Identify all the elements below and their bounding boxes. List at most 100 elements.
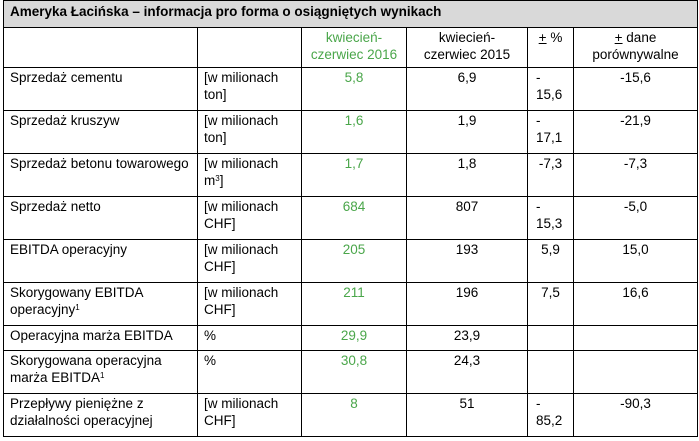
- table-row: EBITDA operacyjny [w milionach CHF] 205 193…: [3, 239, 698, 283]
- row-label: Przepływy pieniężne z działalności opera…: [3, 393, 198, 437]
- row-label: Sprzedaż netto: [3, 196, 198, 240]
- row-label: Sprzedaż kruszyw: [3, 110, 198, 154]
- row-comparable-change: [573, 325, 698, 351]
- row-previous-value: 23,9: [406, 325, 528, 351]
- row-previous-value: 196: [406, 282, 528, 326]
- row-current-value: 684: [301, 196, 407, 240]
- header-comp-sign: +: [614, 30, 623, 45]
- row-current-value: 29,9: [301, 325, 407, 351]
- pct-magnitude: 15,6: [536, 87, 563, 102]
- row-unit-text: [w milionach CHF]: [204, 199, 279, 231]
- row-previous-value: 1,9: [406, 110, 528, 154]
- minus-sign: -: [536, 70, 541, 85]
- table-title: Ameryka Łacińska – informacja pro forma …: [3, 0, 698, 28]
- row-current-value: 30,8: [301, 350, 407, 394]
- row-previous-value: 51: [406, 393, 528, 437]
- row-current-value: 8: [301, 393, 407, 437]
- row-unit: [w milionach CHF]: [197, 239, 302, 283]
- row-pct-change: -7,3: [527, 153, 574, 197]
- header-current-period: kwiecień-czerwiec 2016: [301, 27, 407, 68]
- minus-sign: -: [536, 396, 541, 411]
- row-unit: [w milionach m3]: [197, 153, 302, 197]
- row-unit: [w milionach ton]: [197, 67, 302, 111]
- header-comp-text: dane porównywalne: [592, 30, 679, 62]
- row-unit-text: [w milionach CHF]: [204, 396, 279, 428]
- row-comparable-change: -21,9: [573, 110, 698, 154]
- header-empty-unit: [197, 27, 302, 68]
- row-label: Sprzedaż betonu towarowego: [3, 153, 198, 197]
- row-pct-change: 5,9: [527, 239, 574, 283]
- row-comparable-change: [573, 350, 698, 394]
- row-previous-value: 193: [406, 239, 528, 283]
- row-comparable-change: -7,3: [573, 153, 698, 197]
- row-pct-change: - 15,3: [527, 196, 574, 240]
- row-current-value: 205: [301, 239, 407, 283]
- row-unit: %: [197, 325, 302, 351]
- pct-magnitude: 15,3: [536, 216, 563, 231]
- row-label: Skorygowana operacyjna marża EBITDA1: [3, 350, 198, 394]
- unit-superscript: 3: [215, 174, 220, 183]
- row-comparable-change: -15,6: [573, 67, 698, 111]
- header-empty-label: [3, 27, 198, 68]
- table-row: Sprzedaż netto [w milionach CHF] 684 807- 15…: [3, 196, 698, 240]
- table-row: Operacyjna marża EBITDA% 29,9 23,9: [3, 325, 698, 351]
- unit-end: ]: [219, 173, 224, 188]
- row-label: Skorygowany EBITDA operacyjny1: [3, 282, 198, 326]
- table-row: Skorygowany EBITDA operacyjny1 [w miliona…: [3, 282, 698, 326]
- row-label-text: Sprzedaż cementu: [10, 70, 123, 85]
- row-label-text: Sprzedaż betonu towarowego: [10, 156, 189, 171]
- row-current-value: 1,7: [301, 153, 407, 197]
- row-label-text: Sprzedaż kruszyw: [10, 113, 120, 128]
- header-comparable: + dane porównywalne: [573, 27, 698, 68]
- row-label-text: Operacyjna marża EBITDA: [10, 328, 173, 343]
- row-pct-change: - 85,2: [527, 393, 574, 437]
- row-comparable-change: 15,0: [573, 239, 698, 283]
- header-previous-period: kwiecień-czerwiec 2015: [406, 27, 528, 68]
- row-pct-change: - 15,6: [527, 67, 574, 111]
- header-pct-sign: +: [538, 30, 547, 45]
- results-table: Ameryka Łacińska – informacja pro forma …: [3, 0, 698, 437]
- row-comparable-change: -90,3: [573, 393, 698, 437]
- header-pct-change: + %: [527, 27, 574, 68]
- row-unit-text: [w milionach ton]: [204, 113, 279, 145]
- row-unit: [w milionach ton]: [197, 110, 302, 154]
- row-label-text: Sprzedaż netto: [10, 199, 101, 214]
- row-unit: [w milionach CHF]: [197, 282, 302, 326]
- minus-sign: -: [536, 113, 541, 128]
- row-current-value: 1,6: [301, 110, 407, 154]
- row-pct-change: [527, 325, 574, 351]
- footnote-marker: 1: [100, 371, 105, 380]
- row-comparable-change: -5,0: [573, 196, 698, 240]
- table-row: Skorygowana operacyjna marża EBITDA1% 30,…: [3, 350, 698, 394]
- row-label-text: Przepływy pieniężne z działalności opera…: [10, 396, 153, 428]
- row-previous-value: 6,9: [406, 67, 528, 111]
- row-previous-value: 24,3: [406, 350, 528, 394]
- pct-magnitude: 17,1: [536, 130, 563, 145]
- table-title-row: Ameryka Łacińska – informacja pro forma …: [3, 0, 698, 28]
- row-unit-text: [w milionach ton]: [204, 70, 279, 102]
- row-unit-text: %: [204, 328, 217, 343]
- minus-sign: -: [536, 199, 541, 214]
- row-comparable-change: 16,6: [573, 282, 698, 326]
- row-current-value: 211: [301, 282, 407, 326]
- row-unit-text: [w milionach CHF]: [204, 285, 279, 317]
- row-unit-text: [w milionach m: [204, 156, 279, 188]
- row-unit: [w milionach CHF]: [197, 393, 302, 437]
- table-row: Sprzedaż kruszyw [w milionach ton] 1,6 1,9-…: [3, 110, 698, 154]
- row-label: EBITDA operacyjny: [3, 239, 198, 283]
- row-pct-change: - 17,1: [527, 110, 574, 154]
- row-previous-value: 807: [406, 196, 528, 240]
- row-label-text: EBITDA operacyjny: [10, 242, 128, 257]
- header-pct-text: %: [546, 30, 563, 45]
- row-previous-value: 1,8: [406, 153, 528, 197]
- row-label: Operacyjna marża EBITDA: [3, 325, 198, 351]
- row-label-text: Skorygowany EBITDA operacyjny: [10, 285, 143, 317]
- row-unit-text: [w milionach CHF]: [204, 242, 279, 274]
- row-unit: [w milionach CHF]: [197, 196, 302, 240]
- pct-magnitude: 85,2: [536, 413, 563, 428]
- row-current-value: 5,8: [301, 67, 407, 111]
- row-label-text: Skorygowana operacyjna marża EBITDA: [10, 353, 162, 385]
- table-row: Sprzedaż cementu [w milionach ton] 5,8 6,9-…: [3, 67, 698, 111]
- footnote-marker: 1: [75, 303, 80, 312]
- table-row: Przepływy pieniężne z działalności opera…: [3, 393, 698, 437]
